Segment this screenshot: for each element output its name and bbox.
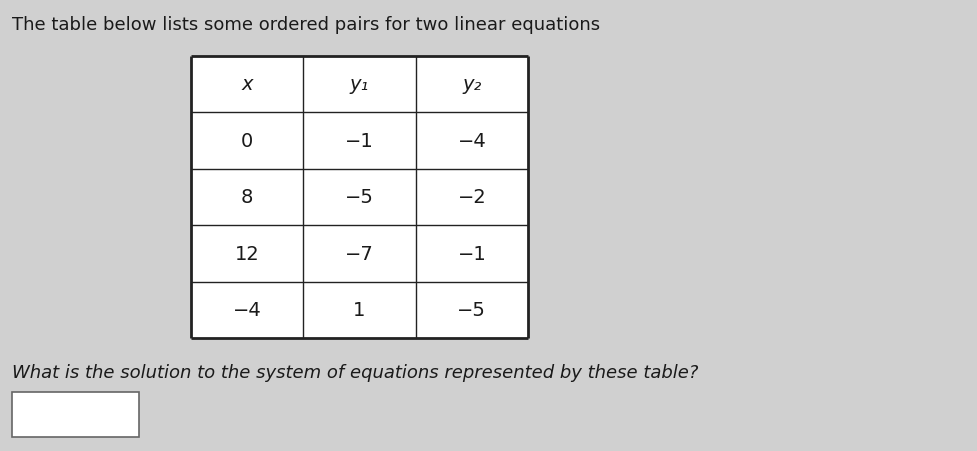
Text: −4: −4 bbox=[457, 131, 486, 151]
Text: x: x bbox=[241, 75, 252, 94]
Text: −7: −7 bbox=[345, 244, 373, 263]
Text: 8: 8 bbox=[240, 188, 253, 207]
Text: 1: 1 bbox=[353, 300, 365, 320]
Text: −5: −5 bbox=[345, 188, 373, 207]
Text: −1: −1 bbox=[345, 131, 373, 151]
Text: −2: −2 bbox=[457, 188, 486, 207]
FancyBboxPatch shape bbox=[12, 392, 139, 437]
Text: The table below lists some ordered pairs for two linear equations: The table below lists some ordered pairs… bbox=[12, 16, 599, 34]
Text: y₂: y₂ bbox=[462, 75, 481, 94]
Text: 12: 12 bbox=[234, 244, 259, 263]
Text: −1: −1 bbox=[457, 244, 486, 263]
Text: −5: −5 bbox=[457, 300, 486, 320]
Text: 0: 0 bbox=[240, 131, 253, 151]
Text: y₁: y₁ bbox=[350, 75, 368, 94]
Text: −4: −4 bbox=[233, 300, 261, 320]
FancyBboxPatch shape bbox=[191, 56, 528, 338]
Text: What is the solution to the system of equations represented by these table?: What is the solution to the system of eq… bbox=[12, 363, 698, 381]
